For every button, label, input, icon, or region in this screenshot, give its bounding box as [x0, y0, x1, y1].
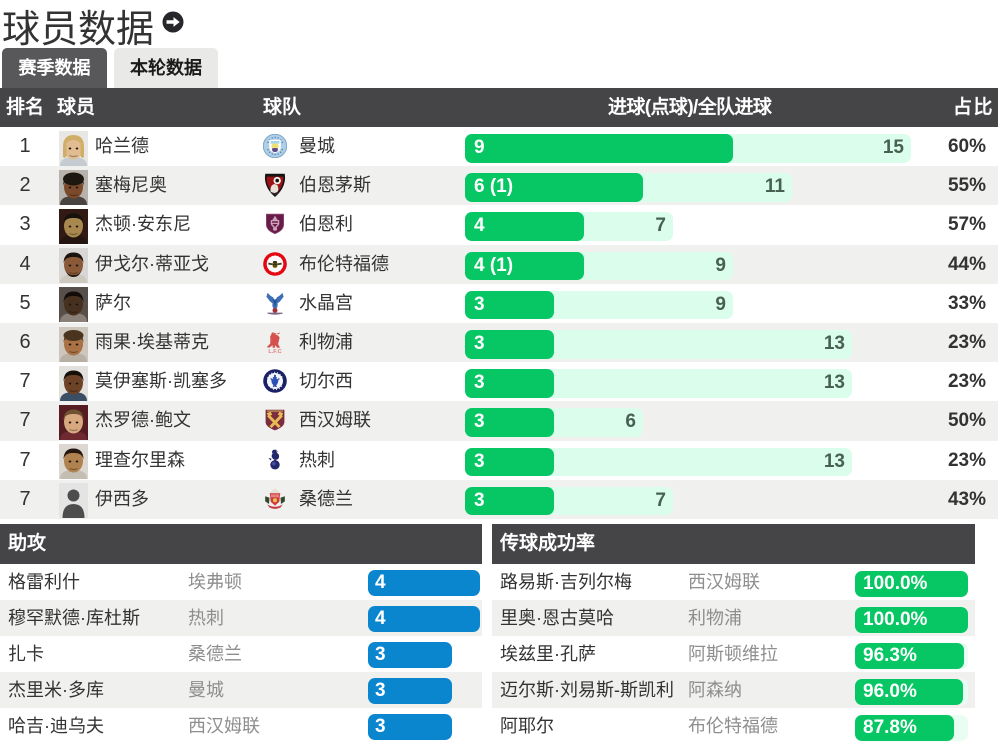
svg-text:L.F.C: L.F.C: [268, 349, 281, 354]
